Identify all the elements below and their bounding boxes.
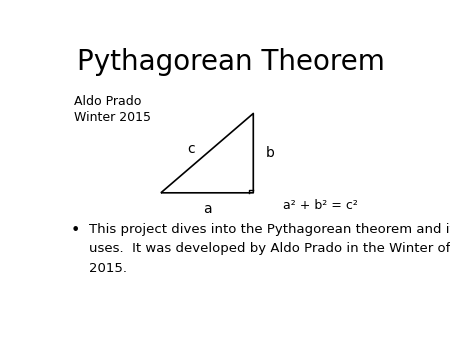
Text: a: a: [203, 202, 212, 216]
Text: uses.  It was developed by Aldo Prado in the Winter of: uses. It was developed by Aldo Prado in …: [90, 242, 450, 255]
Text: 2015.: 2015.: [90, 262, 127, 275]
Text: Pythagorean Theorem: Pythagorean Theorem: [76, 48, 385, 76]
Text: This project dives into the Pythagorean theorem and its: This project dives into the Pythagorean …: [90, 223, 450, 236]
Text: •: •: [70, 223, 80, 238]
Text: c: c: [188, 142, 195, 156]
Text: Aldo Prado: Aldo Prado: [74, 95, 141, 108]
Text: Winter 2015: Winter 2015: [74, 111, 151, 124]
Text: a² + b² = c²: a² + b² = c²: [283, 199, 358, 212]
Text: b: b: [266, 146, 274, 160]
